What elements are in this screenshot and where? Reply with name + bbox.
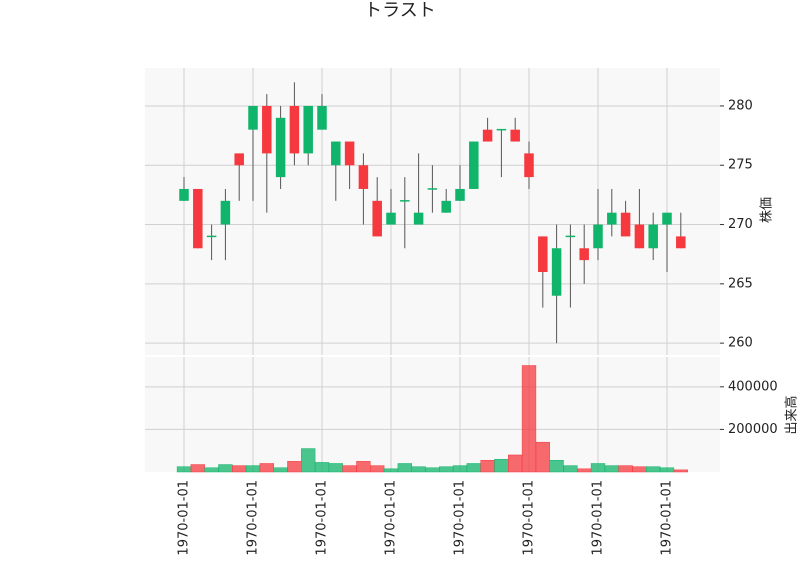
volume-bar	[190, 464, 205, 473]
y-tick-label: 270	[728, 217, 753, 232]
candle-body	[593, 224, 603, 249]
volume-bar	[563, 465, 578, 473]
candle-body	[344, 141, 355, 166]
candle-body	[234, 153, 244, 166]
x-tick-label: 1970-01-01	[177, 480, 192, 556]
volume-bar	[232, 465, 247, 473]
volume-bar	[342, 465, 357, 473]
volume-panel	[145, 357, 720, 472]
volume-bar	[632, 466, 647, 473]
candle-body	[538, 236, 548, 272]
volume-bar	[328, 463, 343, 473]
candle-body	[441, 200, 451, 213]
volume-axis-label: 出来高	[784, 395, 800, 434]
volume-tick-label: 400000	[728, 379, 778, 394]
candle-body	[469, 141, 479, 189]
candle-body	[193, 188, 203, 249]
candle-body	[220, 200, 231, 225]
candle-body	[455, 188, 465, 201]
candle-body	[579, 248, 589, 261]
candle-body	[358, 165, 369, 189]
volume-bar	[356, 461, 371, 473]
volume-bar	[218, 464, 233, 473]
volume-bar	[439, 466, 454, 473]
y-tick-label: 275	[728, 158, 753, 173]
y-axis-label: 株価	[760, 197, 775, 223]
candle-body	[386, 212, 396, 225]
volume-bar	[659, 467, 675, 473]
volume-bar	[646, 466, 661, 473]
volume-bar	[618, 465, 633, 473]
candle-body	[400, 200, 410, 202]
candle-body	[289, 105, 300, 154]
volume-bar	[508, 454, 523, 473]
volume-bar	[673, 469, 688, 473]
candle-body	[524, 153, 534, 178]
candle-body	[676, 236, 686, 249]
x-tick-label: 1970-01-01	[315, 480, 330, 556]
volume-bar	[480, 460, 495, 473]
candle-body	[413, 212, 424, 225]
candle-body	[648, 224, 658, 249]
candle-body	[317, 105, 327, 130]
candle-body	[662, 212, 672, 225]
candle-body	[607, 212, 617, 225]
candle-body	[262, 105, 272, 154]
volume-bar	[287, 461, 302, 473]
volume-bar	[452, 465, 468, 473]
volume-bar	[466, 463, 481, 473]
candle-body	[482, 129, 493, 142]
candle-body	[565, 235, 576, 238]
volume-bar	[314, 462, 330, 473]
volume-bar	[425, 467, 440, 473]
x-tick-label: 1970-01-01	[591, 480, 606, 556]
candle-body	[634, 224, 645, 249]
volume-bar	[259, 463, 274, 473]
volume-bar	[411, 466, 426, 473]
candle-body	[275, 117, 286, 178]
candle-body	[372, 200, 382, 237]
candle-body	[620, 212, 631, 237]
x-tick-label: 1970-01-01	[384, 480, 399, 556]
volume-bar	[273, 467, 288, 473]
candle-body	[179, 188, 189, 201]
candle-body	[331, 141, 341, 166]
y-tick-label: 280	[728, 98, 753, 113]
volume-bar	[176, 466, 192, 473]
candle-body	[206, 235, 217, 238]
candle-body	[303, 105, 313, 154]
candle-body	[427, 188, 438, 190]
x-tick-label: 1970-01-01	[246, 480, 261, 556]
candle-body	[551, 248, 562, 296]
volume-bar	[604, 465, 619, 473]
candle-body	[248, 105, 258, 130]
volume-bar	[535, 441, 550, 473]
x-tick-label: 1970-01-01	[660, 480, 675, 556]
volume-bar	[494, 458, 509, 473]
volume-tick-label: 200000	[728, 422, 778, 437]
chart-title: トラスト	[364, 0, 436, 21]
candle-body	[510, 129, 520, 142]
volume-bar	[370, 465, 385, 473]
volume-bar	[245, 465, 261, 473]
volume-bar	[590, 463, 606, 473]
volume-bar	[577, 468, 592, 473]
x-tick-label: 1970-01-01	[453, 480, 468, 556]
volume-bar	[397, 463, 412, 473]
volume-bar	[521, 365, 537, 473]
y-tick-label: 265	[728, 276, 753, 291]
marks	[176, 82, 688, 473]
candle-body	[496, 128, 507, 131]
x-tick-label: 1970-01-01	[522, 480, 537, 556]
grid	[145, 68, 720, 472]
volume-bar	[204, 467, 219, 473]
volume-bar	[301, 448, 316, 473]
y-tick-label: 260	[728, 336, 753, 351]
volume-bar	[549, 460, 564, 473]
volume-bar	[383, 468, 399, 473]
